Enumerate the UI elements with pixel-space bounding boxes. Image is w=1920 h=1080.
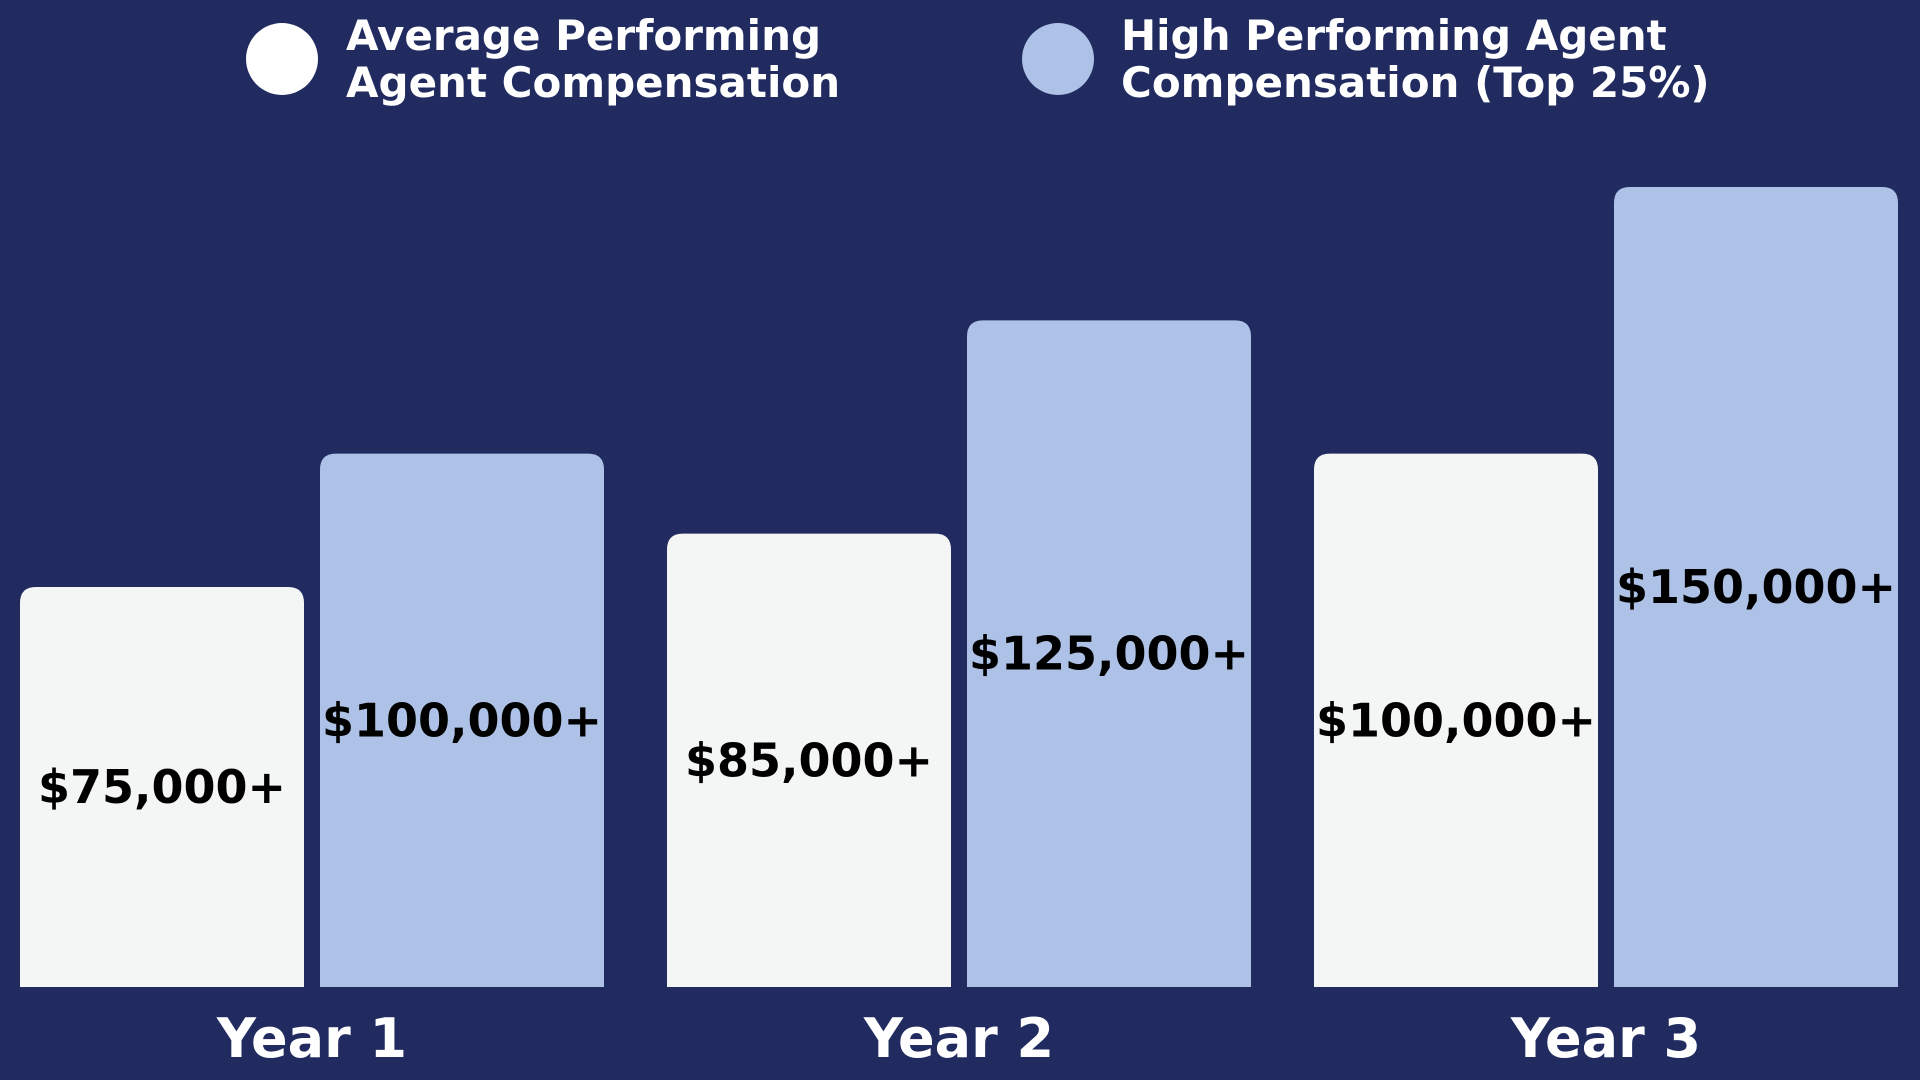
bar-high-3	[1614, 187, 1898, 987]
bar-value-label-average-1: $75,000+	[38, 760, 286, 814]
legend-text-high-line-1: High Performing Agent	[1121, 11, 1667, 60]
bar-average-3	[1314, 453, 1598, 988]
bar-value-label-average-2: $85,000+	[685, 733, 933, 787]
category-label-3: Year 3	[1510, 1007, 1701, 1070]
bar-high-1	[320, 453, 604, 988]
legend-swatch-average	[246, 23, 318, 95]
category-label-2: Year 2	[863, 1007, 1054, 1070]
bar-average-1	[20, 587, 304, 987]
bar-value-label-high-3: $150,000+	[1616, 560, 1896, 614]
bar-value-label-high-2: $125,000+	[969, 627, 1249, 681]
category-label-1: Year 1	[216, 1007, 407, 1070]
bar-average-2	[667, 533, 951, 987]
bar-high-2	[967, 320, 1251, 987]
category-labels: Year 1 Year 2 Year 3	[216, 1007, 1701, 1070]
bars	[20, 187, 1898, 988]
legend-text-average-line-2: Agent Compensation	[346, 58, 840, 107]
legend-swatch-high	[1022, 23, 1094, 95]
bar-value-labels: $75,000+ $100,000+ $85,000+ $125,000+ $100,0…	[38, 560, 1896, 814]
bar-value-label-average-3: $100,000+	[1316, 693, 1596, 747]
bar-value-label-high-1: $100,000+	[322, 693, 602, 747]
legend-text-high-line-2: Compensation (Top 25%)	[1121, 58, 1710, 107]
legend-text-average-line-1: Average Performing	[346, 11, 821, 60]
